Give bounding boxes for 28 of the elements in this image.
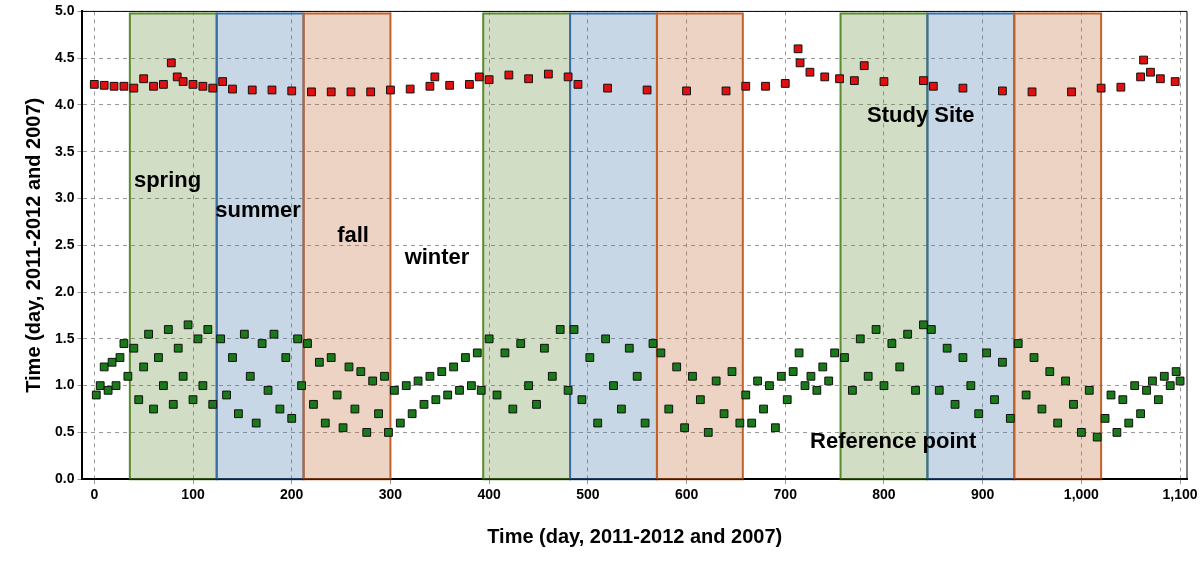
x-tick-label: 400 (477, 486, 502, 503)
y-tick-label: 5.0 (54, 2, 75, 19)
x-tick-label: 0 (90, 486, 99, 503)
x-tick-label: 300 (378, 486, 403, 503)
annotation: spring (133, 167, 202, 193)
annotation: fall (337, 222, 369, 248)
annotation: winter (403, 244, 470, 270)
x-tick-label: 1,000 (1063, 486, 1100, 503)
y-tick-label: 0.5 (54, 423, 75, 440)
y-tick-label: 1.0 (54, 376, 75, 393)
y-axis-title: Time (day, 2011-2012 and 2007) (21, 97, 44, 393)
y-tick-label: 1.5 (54, 329, 75, 346)
x-tick-label: 500 (576, 486, 600, 503)
y-tick-label: 2.5 (54, 236, 75, 253)
y-tick-label: 4.0 (54, 95, 75, 112)
x-tick-label: 900 (971, 486, 995, 503)
y-tick-label: 3.0 (54, 189, 75, 206)
x-tick-label: 600 (674, 486, 699, 503)
x-tick-label: 100 (181, 486, 205, 503)
x-tick-label: 800 (872, 486, 896, 503)
x-axis-title: Time (day, 2011-2012 and 2007) (487, 524, 783, 547)
x-tick-label: 200 (280, 486, 304, 503)
y-tick-label: 4.5 (54, 49, 75, 66)
x-tick-label: 1,100 (1162, 486, 1198, 503)
y-tick-label: 3.5 (54, 142, 75, 159)
x-tick-label: 700 (773, 486, 798, 503)
y-tick-label: 0.0 (54, 470, 75, 487)
y-tick-label: 2.0 (54, 282, 75, 299)
